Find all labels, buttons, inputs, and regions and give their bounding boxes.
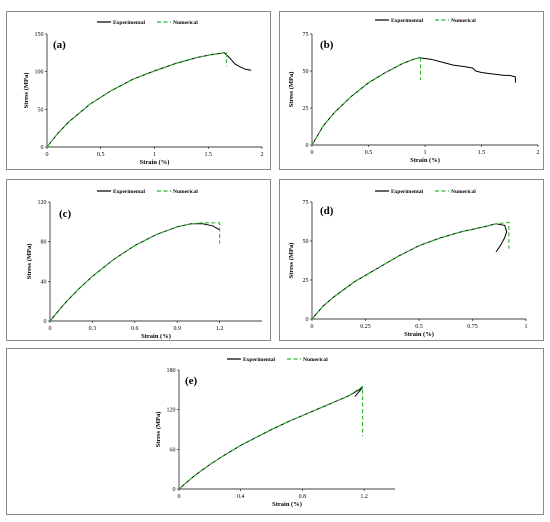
- x-tick-label: 0.8: [299, 494, 307, 500]
- chart-d-svg: 0 0.25 0.5 0.75 1 0 25 50 75 Strain (%) Stress (MP…: [288, 189, 528, 338]
- x-tick-label: 0: [49, 326, 52, 332]
- y-tick-label: 0: [41, 145, 44, 151]
- x-tick-label: 0.3: [89, 326, 97, 332]
- y-tick-label: 180: [167, 368, 176, 374]
- x-tick-label: 0: [46, 152, 49, 158]
- panel-label: (b): [320, 39, 334, 51]
- x-tick-label: 1.2: [360, 494, 368, 500]
- numerical-series-line: [49, 222, 221, 322]
- panel-label: (e): [185, 375, 198, 387]
- y-tick-label: 100: [35, 70, 44, 76]
- legend-experimental-label: Experimental: [113, 189, 146, 195]
- y-tick-label: 120: [167, 408, 176, 414]
- legend-numerical-label: Numerical: [173, 189, 198, 195]
- y-tick-label: 60: [170, 447, 176, 453]
- panel-label: (d): [320, 205, 334, 217]
- x-axis-label: Strain (%): [141, 333, 171, 340]
- chart-panel-b: 0 0.5 1 1.5 2 0 25 50 75 Strain (%) Stress (MPa) Ex…: [279, 11, 544, 170]
- x-tick-label: 0.9: [173, 326, 181, 332]
- x-tick-label: 2: [537, 150, 540, 156]
- x-tick-label: 0.75: [467, 324, 478, 330]
- y-axis-label: Stress (MPa): [288, 72, 295, 108]
- y-tick-label: 0: [306, 143, 309, 149]
- x-tick-label: 1: [424, 150, 427, 156]
- x-axis-label: Strain (%): [140, 159, 170, 166]
- y-axis-label: Stress (MPa): [288, 243, 295, 279]
- panel-label: (a): [53, 39, 66, 51]
- x-tick-label: 0: [311, 324, 314, 330]
- experimental-series-line: [311, 223, 508, 320]
- x-tick-label: 1.5: [478, 150, 486, 156]
- y-tick-label: 25: [303, 278, 309, 284]
- y-tick-label: 150: [35, 32, 44, 38]
- y-tick-label: 0: [173, 487, 176, 493]
- y-tick-label: 25: [303, 106, 309, 112]
- chart-panel-c: 0 0.3 0.6 0.9 1.2 0 40 80 120 Strain (%) Stress (M…: [6, 179, 271, 341]
- experimental-series-line: [178, 386, 363, 490]
- y-tick-label: 120: [38, 200, 47, 206]
- y-tick-label: 75: [303, 32, 309, 38]
- x-tick-label: 0: [311, 150, 314, 156]
- numerical-series-line: [311, 221, 510, 320]
- legend-numerical-label: Numerical: [173, 20, 198, 26]
- legend-numerical-label: Numerical: [303, 357, 328, 363]
- experimental-series-line: [311, 57, 516, 146]
- x-tick-label: 1: [153, 152, 156, 158]
- x-tick-label: 0.5: [415, 324, 423, 330]
- chart-e-svg: 0 0.4 0.8 1.2 0 60 120 180 Strain (%) Stress (MPa…: [155, 357, 395, 508]
- x-tick-label: 0: [178, 494, 181, 500]
- chart-panel-e: 0 0.4 0.8 1.2 0 60 120 180 Strain (%) Stress (MPa…: [6, 348, 544, 515]
- numerical-series-line: [46, 52, 228, 148]
- x-tick-label: 1.5: [205, 152, 213, 158]
- y-tick-label: 50: [38, 107, 44, 113]
- chart-panel-a: 0 0.5 1 1.5 2 0 50 100 150 Strain (%) Stress (MPa)…: [6, 11, 271, 170]
- y-tick-label: 80: [41, 240, 47, 246]
- y-tick-label: 0: [44, 319, 47, 325]
- experimental-series-line: [46, 52, 252, 148]
- y-tick-label: 75: [303, 200, 309, 206]
- x-tick-label: 0.6: [131, 326, 139, 332]
- chart-c-svg: 0 0.3 0.6 0.9 1.2 0 40 80 120 Strain (%) Stress (M…: [26, 189, 262, 340]
- y-axis-label: Stress (MPa): [155, 412, 162, 448]
- chart-b-svg: 0 0.5 1 1.5 2 0 25 50 75 Strain (%) Stress (MPa) Ex…: [288, 18, 540, 164]
- y-tick-label: 50: [303, 69, 309, 75]
- chart-a-svg: 0 0.5 1 1.5 2 0 50 100 150 Strain (%) Stress (MPa)…: [23, 20, 264, 166]
- experimental-series-line: [49, 223, 220, 322]
- x-axis-label: Strain (%): [410, 157, 440, 164]
- x-tick-label: 0.25: [360, 324, 371, 330]
- legend-numerical-label: Numerical: [451, 189, 476, 195]
- x-tick-label: 0.5: [97, 152, 105, 158]
- legend-experimental-label: Experimental: [391, 18, 424, 24]
- panel-label: (c): [59, 208, 72, 220]
- legend-experimental-label: Experimental: [243, 357, 276, 363]
- x-tick-label: 1: [525, 324, 528, 330]
- x-tick-label: 0.4: [237, 494, 245, 500]
- y-tick-label: 40: [41, 279, 47, 285]
- y-tick-label: 0: [306, 317, 309, 323]
- x-tick-label: 0.5: [365, 150, 373, 156]
- y-axis-label: Stress (MPa): [26, 244, 33, 280]
- x-tick-label: 1.2: [216, 326, 224, 332]
- y-axis-label: Stress (MPa): [23, 73, 30, 109]
- legend-numerical-label: Numerical: [451, 18, 476, 24]
- chart-panel-d: 0 0.25 0.5 0.75 1 0 25 50 75 Strain (%) Stress (MP…: [279, 179, 544, 341]
- x-axis-label: Strain (%): [272, 501, 302, 508]
- numerical-series-line: [178, 385, 364, 490]
- numerical-series-line: [311, 57, 422, 146]
- x-tick-label: 2: [261, 152, 264, 158]
- legend-experimental-label: Experimental: [391, 189, 424, 195]
- x-axis-label: Strain (%): [404, 331, 434, 338]
- y-tick-label: 50: [303, 239, 309, 245]
- legend-experimental-label: Experimental: [113, 20, 146, 26]
